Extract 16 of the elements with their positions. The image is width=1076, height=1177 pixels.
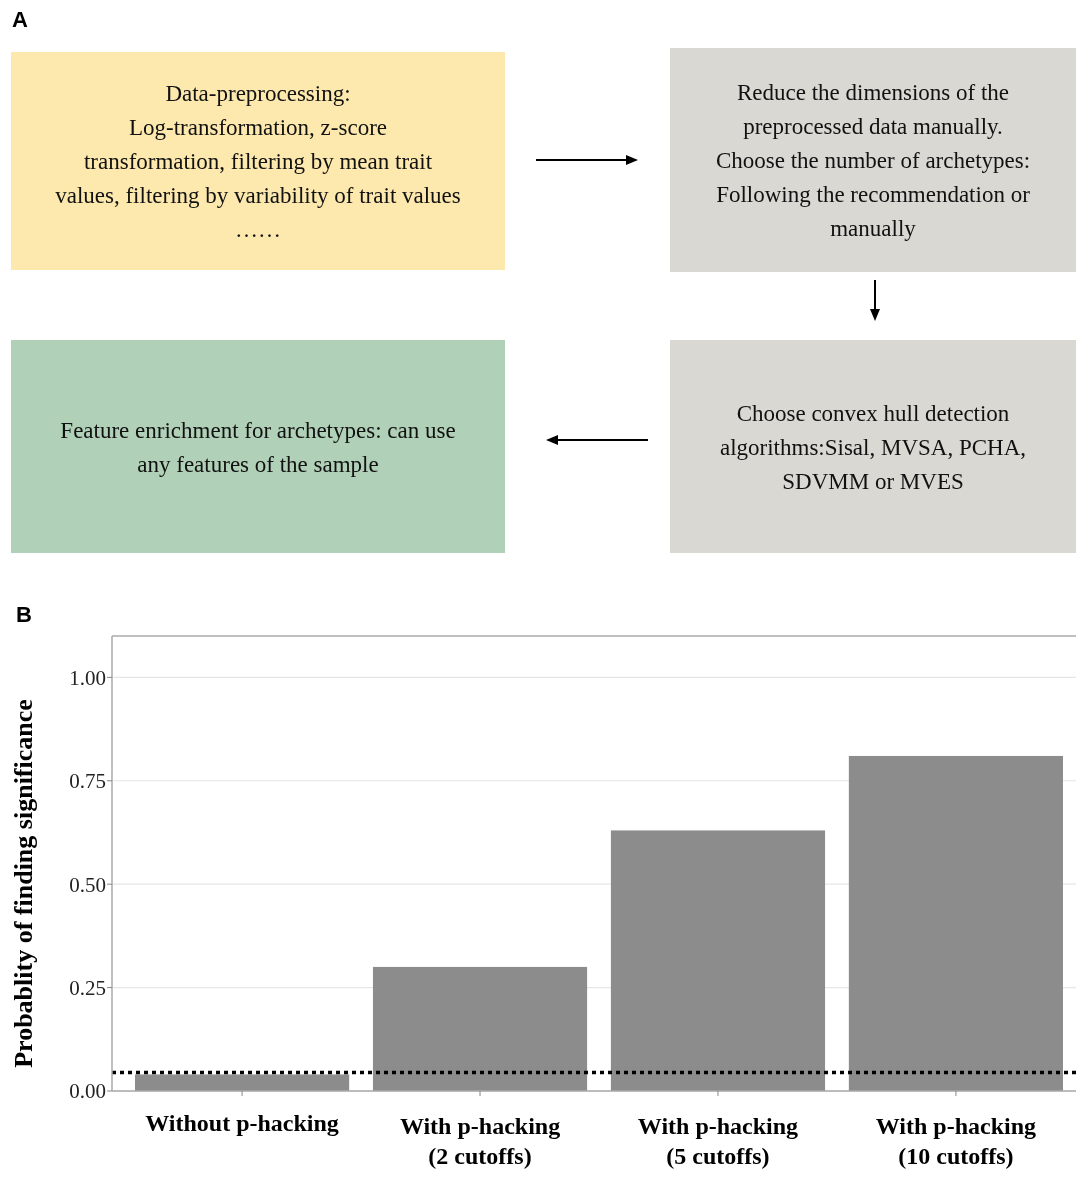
x-tick-label: Without p-hacking xyxy=(145,1110,339,1136)
y-tick-label: 0.50 xyxy=(69,872,106,897)
text: Feature enrichment for archetypes: can use any features of the sample xyxy=(60,417,456,477)
text: Choose convex hull detection algorithms:Sisal, MVSA, PCHA, SDVMM or MVES xyxy=(719,400,1027,494)
x-tick-label: With p-hacking (5 cutoffs) xyxy=(637,1113,799,1169)
y-tick-label: 0.75 xyxy=(69,769,106,794)
y-tick-label: 0.00 xyxy=(69,1079,106,1104)
x-tick-label: With p-hacking (2 cutoffs) xyxy=(399,1113,561,1169)
text: A xyxy=(12,7,28,32)
y-tick-label: 0.25 xyxy=(69,975,106,1000)
x-tick-label: With p-hacking (10 cutoffs) xyxy=(875,1113,1037,1169)
y-tick-label: 1.00 xyxy=(69,665,106,690)
chart-title: B xyxy=(16,602,32,627)
y-axis-title: Probablity of finding significance xyxy=(9,699,38,1068)
text: Reduce the dimensions of the preprocessed data manually. Choose the number of archetypes: Following the recommendation or manually xyxy=(715,80,1031,241)
text: Data-preprocessing: Log-transformation, z-score transformation, filtering by mean trait values, filtering by variability of trait values …… xyxy=(55,81,461,242)
